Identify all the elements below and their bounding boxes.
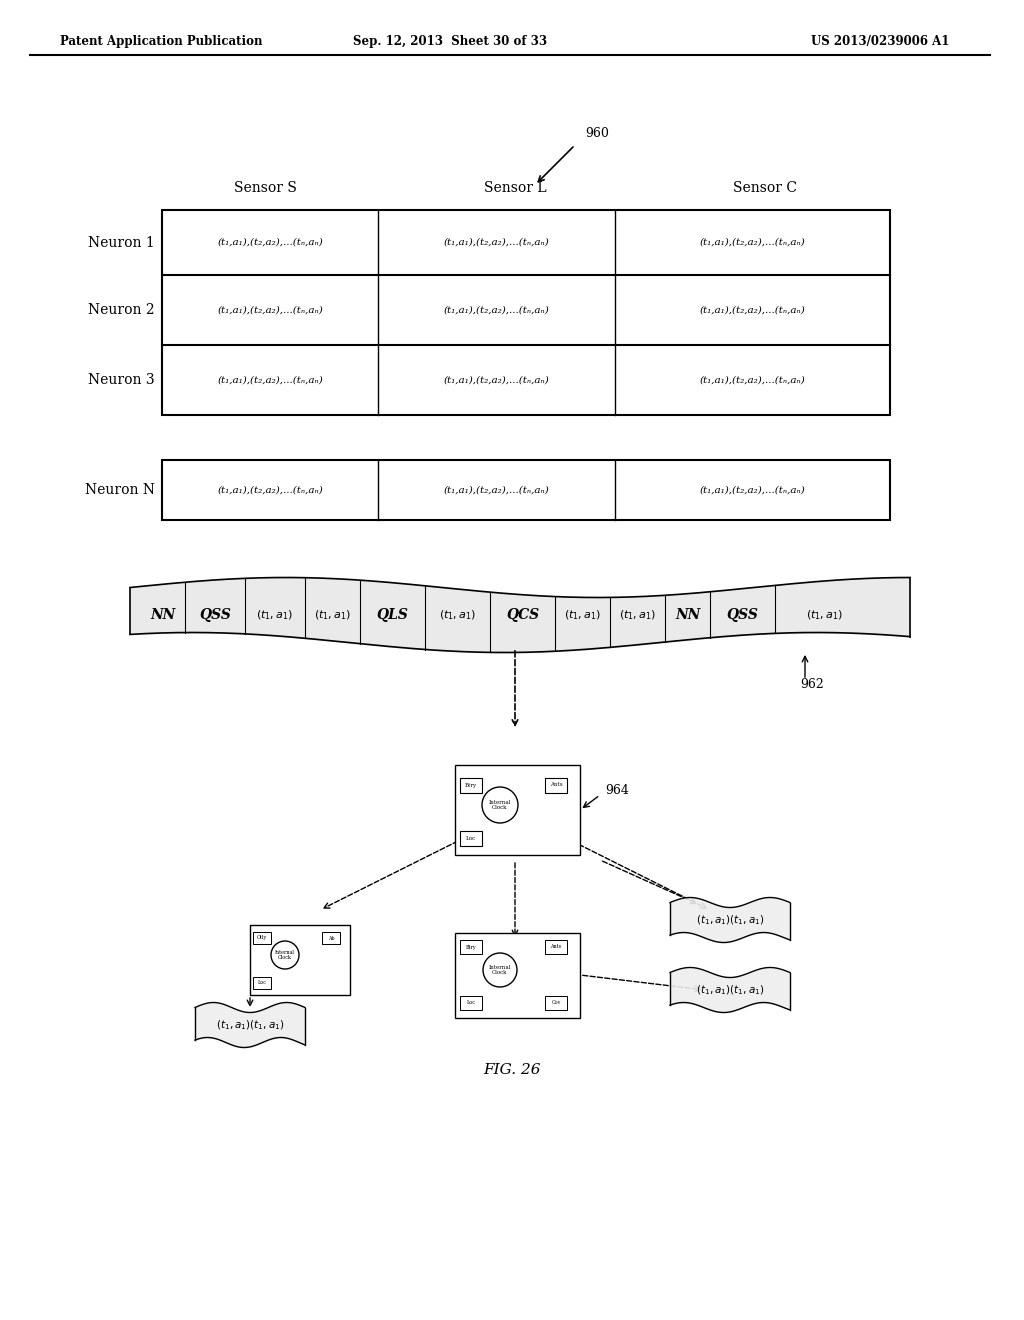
Bar: [455, 932, 580, 1018]
Text: NN: NN: [675, 609, 700, 622]
Text: (t₁,a₁),(t₂,a₂),...(tₙ,aₙ): (t₁,a₁),(t₂,a₂),...(tₙ,aₙ): [217, 375, 323, 384]
Text: (t₁,a₁),(t₂,a₂),...(tₙ,aₙ): (t₁,a₁),(t₂,a₂),...(tₙ,aₙ): [443, 486, 549, 495]
Bar: [162, 459, 890, 520]
Text: (t₁,a₁),(t₂,a₂),...(tₙ,aₙ): (t₁,a₁),(t₂,a₂),...(tₙ,aₙ): [699, 486, 805, 495]
Bar: [545, 940, 567, 954]
Text: $(t_1,a_1)$: $(t_1,a_1)$: [314, 609, 351, 622]
Text: Loc: Loc: [466, 836, 476, 841]
Text: QLS: QLS: [377, 609, 409, 622]
Bar: [455, 766, 580, 855]
Text: QCS: QCS: [506, 609, 539, 622]
Text: 964: 964: [605, 784, 629, 796]
Text: $(t_1,a_1)$: $(t_1,a_1)$: [439, 609, 476, 622]
Text: US 2013/0239006 A1: US 2013/0239006 A1: [811, 36, 949, 48]
Text: Ants: Ants: [550, 783, 562, 788]
Bar: [162, 210, 890, 414]
Bar: [460, 830, 482, 846]
Bar: [545, 777, 567, 792]
Bar: [460, 997, 482, 1010]
Text: (t₁,a₁),(t₂,a₂),...(tₙ,aₙ): (t₁,a₁),(t₂,a₂),...(tₙ,aₙ): [443, 305, 549, 314]
Text: QSS: QSS: [727, 609, 759, 622]
Text: 960: 960: [585, 127, 609, 140]
Text: Neuron 3: Neuron 3: [88, 374, 155, 387]
Text: Sensor S: Sensor S: [233, 181, 296, 195]
Text: 962: 962: [800, 678, 823, 692]
Text: Cov: Cov: [551, 1001, 561, 1006]
Text: Internal
Clock: Internal Clock: [488, 965, 511, 975]
Text: Sensor L: Sensor L: [483, 181, 547, 195]
Circle shape: [483, 953, 517, 987]
Text: (t₁,a₁),(t₂,a₂),...(tₙ,aₙ): (t₁,a₁),(t₂,a₂),...(tₙ,aₙ): [699, 305, 805, 314]
Text: Ants: Ants: [551, 945, 561, 949]
Circle shape: [271, 941, 299, 969]
Text: $(t_1,a_1)(t_1,a_1)$: $(t_1,a_1)(t_1,a_1)$: [216, 1018, 285, 1032]
Text: Neuron N: Neuron N: [85, 483, 155, 498]
Text: (t₁,a₁),(t₂,a₂),...(tₙ,aₙ): (t₁,a₁),(t₂,a₂),...(tₙ,aₙ): [699, 238, 805, 247]
Text: (t₁,a₁),(t₂,a₂),...(tₙ,aₙ): (t₁,a₁),(t₂,a₂),...(tₙ,aₙ): [699, 375, 805, 384]
Text: $(t_1,a_1)$: $(t_1,a_1)$: [618, 609, 656, 622]
Text: (t₁,a₁),(t₂,a₂),...(tₙ,aₙ): (t₁,a₁),(t₂,a₂),...(tₙ,aₙ): [217, 305, 323, 314]
Text: Loc: Loc: [467, 1001, 475, 1006]
Text: $(t_1,a_1)(t_1,a_1)$: $(t_1,a_1)(t_1,a_1)$: [695, 913, 764, 927]
Text: Loc: Loc: [257, 981, 266, 986]
Text: Btry: Btry: [465, 783, 477, 788]
Bar: [460, 777, 482, 792]
Text: Internal
Clock: Internal Clock: [275, 949, 295, 961]
Circle shape: [482, 787, 518, 822]
Text: Internal
Clock: Internal Clock: [488, 800, 511, 810]
Text: Sep. 12, 2013  Sheet 30 of 33: Sep. 12, 2013 Sheet 30 of 33: [353, 36, 547, 48]
Bar: [250, 925, 350, 995]
Bar: [322, 932, 340, 944]
Text: Neuron 2: Neuron 2: [88, 304, 155, 317]
Bar: [253, 977, 271, 989]
Text: Neuron 1: Neuron 1: [88, 235, 155, 249]
Text: NN: NN: [150, 609, 175, 622]
Text: $(t_1,a_1)(t_1,a_1)$: $(t_1,a_1)(t_1,a_1)$: [695, 983, 764, 997]
Text: QSS: QSS: [199, 609, 231, 622]
Text: (t₁,a₁),(t₂,a₂),...(tₙ,aₙ): (t₁,a₁),(t₂,a₂),...(tₙ,aₙ): [217, 486, 323, 495]
Text: $(t_1,a_1)$: $(t_1,a_1)$: [256, 609, 294, 622]
Text: Ab: Ab: [328, 936, 334, 940]
Text: (t₁,a₁),(t₂,a₂),...(tₙ,aₙ): (t₁,a₁),(t₂,a₂),...(tₙ,aₙ): [443, 375, 549, 384]
Text: Sensor C: Sensor C: [733, 181, 797, 195]
Text: (t₁,a₁),(t₂,a₂),...(tₙ,aₙ): (t₁,a₁),(t₂,a₂),...(tₙ,aₙ): [217, 238, 323, 247]
Text: $(t_1,a_1)$: $(t_1,a_1)$: [807, 609, 844, 622]
Text: $(t_1,a_1)$: $(t_1,a_1)$: [564, 609, 601, 622]
Bar: [460, 940, 482, 954]
Text: Otly: Otly: [257, 936, 267, 940]
Text: FIG. 26: FIG. 26: [483, 1063, 541, 1077]
Text: Patent Application Publication: Patent Application Publication: [60, 36, 262, 48]
Bar: [253, 932, 271, 944]
Text: Btry: Btry: [466, 945, 476, 949]
Bar: [545, 997, 567, 1010]
Text: (t₁,a₁),(t₂,a₂),...(tₙ,aₙ): (t₁,a₁),(t₂,a₂),...(tₙ,aₙ): [443, 238, 549, 247]
